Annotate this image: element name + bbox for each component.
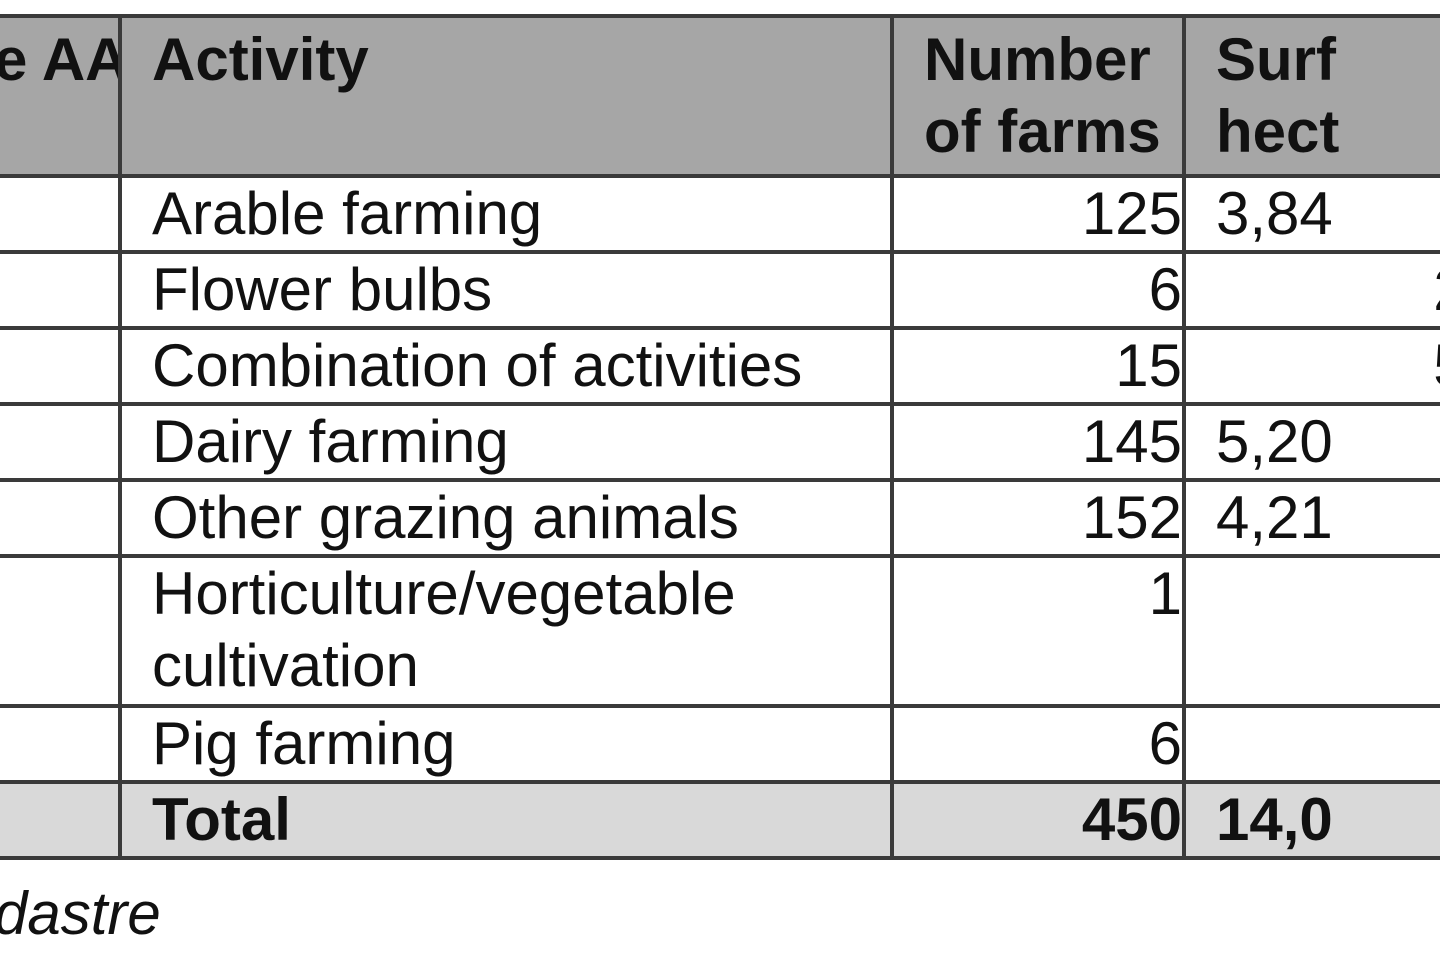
farms-cell: 6 <box>890 250 1186 330</box>
row-aa-cell <box>0 250 122 330</box>
total-surface: 14,0 <box>1182 780 1440 860</box>
total-label: Total <box>118 780 894 860</box>
surface-cell: 22 <box>1182 250 1440 330</box>
header-surface: Surf hect <box>1182 14 1440 178</box>
surface-cell: 2 <box>1182 704 1440 784</box>
surface-cell: 4,21 <box>1182 478 1440 558</box>
farms-cell: 15 <box>890 326 1186 406</box>
surface-cell: 3,84 <box>1182 174 1440 254</box>
table-total-row: Total 450 14,0 <box>0 780 1440 860</box>
activity-cell: Arable farming <box>118 174 894 254</box>
table-row: Dairy farming 145 5,20 <box>0 402 1440 482</box>
table-row: Flower bulbs 6 22 <box>0 250 1440 330</box>
header-number-line1: Number <box>924 26 1151 93</box>
activity-cell: Combination of activities <box>118 326 894 406</box>
surface-cell: 55 <box>1182 326 1440 406</box>
table-row: Pig farming 6 2 <box>0 704 1440 784</box>
activity-cell: Pig farming <box>118 704 894 784</box>
table-row: Combination of activities 15 55 <box>0 326 1440 406</box>
activity-cell: Flower bulbs <box>118 250 894 330</box>
surface-cell: 1 <box>1182 554 1440 708</box>
table-row: Other grazing animals 152 4,21 <box>0 478 1440 558</box>
farms-cell: 145 <box>890 402 1186 482</box>
farm-activity-table: e AA Activity Number of farms Surf hect … <box>0 14 1440 860</box>
header-activity: Activity <box>118 14 894 178</box>
farms-cell: 1 <box>890 554 1186 708</box>
row-aa-cell <box>0 174 122 254</box>
header-number-line2: of farms <box>924 98 1161 165</box>
farm-activity-table-wrap: e AA Activity Number of farms Surf hect … <box>0 14 1440 870</box>
activity-cell: Other grazing animals <box>118 478 894 558</box>
activity-cell: Horticulture/vegetable cultivation <box>118 554 894 708</box>
header-aa: e AA <box>0 14 122 178</box>
row-aa-cell <box>0 554 122 708</box>
farms-cell: 125 <box>890 174 1186 254</box>
table-header-row: e AA Activity Number of farms Surf hect <box>0 14 1440 178</box>
surface-cell: 5,20 <box>1182 402 1440 482</box>
header-surface-line1: Surf <box>1216 26 1336 93</box>
row-aa-cell <box>0 478 122 558</box>
header-surface-line2: hect <box>1216 98 1340 165</box>
farms-cell: 6 <box>890 704 1186 784</box>
row-aa-cell <box>0 402 122 482</box>
activity-cell: Dairy farming <box>118 402 894 482</box>
header-number-of-farms: Number of farms <box>890 14 1186 178</box>
table-row: Horticulture/vegetable cultivation 1 1 <box>0 554 1440 708</box>
total-farms: 450 <box>890 780 1186 860</box>
table-row: Arable farming 125 3,84 <box>0 174 1440 254</box>
row-aa-cell <box>0 326 122 406</box>
total-aa-cell <box>0 780 122 860</box>
row-aa-cell <box>0 704 122 784</box>
table-source-caption: dastre <box>0 880 161 947</box>
farms-cell: 152 <box>890 478 1186 558</box>
